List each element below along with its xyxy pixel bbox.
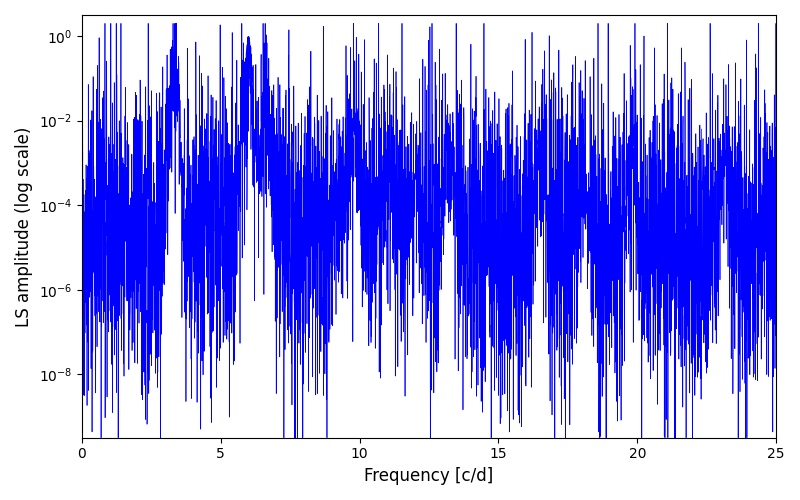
Y-axis label: LS amplitude (log scale): LS amplitude (log scale)	[15, 126, 33, 326]
X-axis label: Frequency [c/d]: Frequency [c/d]	[364, 467, 494, 485]
